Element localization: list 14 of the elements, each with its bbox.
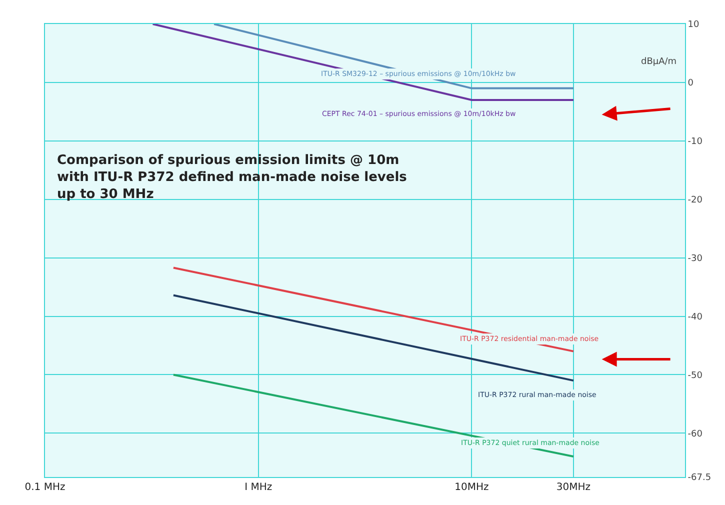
y-tick-label: -10 — [688, 137, 703, 148]
x-tick-label: 30MHz — [556, 482, 591, 493]
y-axis-title: dBµA/m — [641, 57, 677, 67]
x-tick-label: 0.1 MHz — [24, 482, 66, 493]
x-tick-label: I MHz — [244, 482, 272, 493]
y-tick-label: -67.5 — [688, 473, 712, 484]
y-tick-label: -40 — [688, 312, 703, 322]
y-tick-label: 0 — [688, 78, 694, 89]
y-tick-label: -30 — [688, 254, 703, 264]
y-tick-label: -60 — [688, 429, 703, 440]
y-tick-label: 10 — [688, 20, 700, 30]
x-tick-label: 10MHz — [454, 482, 489, 493]
y-tick-label: -50 — [688, 370, 703, 381]
y-tick-label: -20 — [688, 196, 703, 206]
